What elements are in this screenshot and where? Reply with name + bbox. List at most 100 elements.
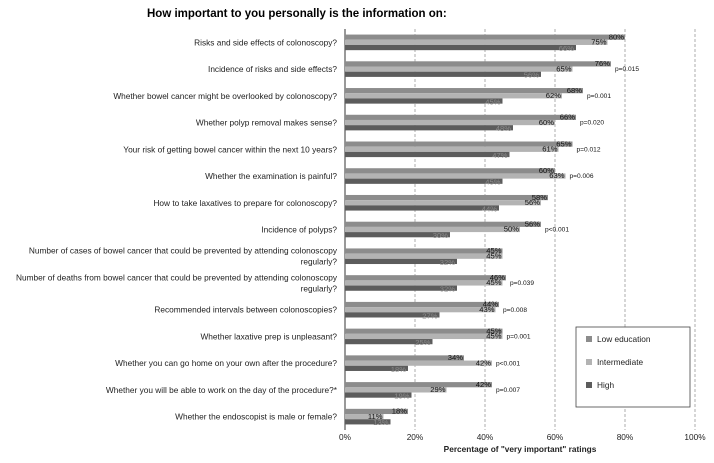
category-label: How to take laxatives to prepare for col… [153,198,337,208]
legend-swatch [586,336,592,342]
bar [345,232,450,238]
data-label: 56% [525,198,540,207]
bar [345,258,457,265]
p-value-label: p=0.008 [503,307,527,314]
data-label: 62% [546,91,561,100]
bar [345,173,566,179]
bar [345,61,611,67]
bar [345,275,506,281]
category-label: Whether you can go home on your own afte… [115,358,337,368]
data-label: 44% [482,204,497,213]
category-label: Whether the endoscopist is male or femal… [175,412,337,422]
data-label: 13% [373,418,388,427]
bar [345,382,492,388]
data-label: 11% [368,412,383,421]
bar [345,387,447,393]
data-label: 18% [392,407,407,416]
x-tick-label: 40% [477,432,494,442]
bars-group: 80%75% 66% 76% 65% 56% p=0.015 68% 62% 45% p=0.00… [345,32,639,427]
data-label: 46% [490,273,505,282]
data-label: 47% [492,151,507,160]
p-value-label: p=0.012 [577,146,601,153]
data-label: 44% [483,300,498,309]
category-label: Whether laxative prep is unpleasant? [200,331,337,341]
bar [345,365,408,371]
bar [345,146,559,152]
bar [345,125,513,131]
data-label: 60% [539,118,554,127]
data-label: 80% [609,32,624,41]
data-label: 43% [479,305,494,314]
data-label: 42% [476,358,491,367]
legend: Low education Intermediate High [575,326,691,408]
bar [345,328,503,334]
data-label: 66% [559,44,574,53]
category-label: regularly? [301,283,338,293]
bar [345,178,503,184]
data-label: 45% [486,326,501,335]
bar [345,114,576,120]
x-tick-labels: 0% 20% 40% 60% 80% 100% [339,432,706,442]
x-tick-label: 100% [684,432,706,442]
data-label: 34% [448,353,463,362]
bar [345,408,408,415]
x-tick-label: 0% [339,432,352,442]
x-tick-label: 80% [617,432,634,442]
category-label: Your risk of getting bowel cancer within… [123,144,337,154]
data-label: 27% [422,311,437,320]
data-label: 45% [486,251,501,260]
bar [345,88,583,94]
data-label: 25% [415,338,430,347]
data-label: 66% [560,113,575,122]
data-label: 56% [524,71,539,80]
category-label: Whether the examination is painful? [205,171,337,181]
data-label: 75% [591,38,606,47]
data-label: 50% [504,225,519,234]
data-label: 29% [430,385,445,394]
data-label: 76% [595,59,610,68]
data-label: 19% [394,392,409,401]
data-label: 45% [486,246,501,255]
bar [345,44,576,51]
bar [345,71,541,77]
bar [345,301,499,308]
bar [345,253,503,259]
data-label: 45% [485,178,500,187]
bar [345,119,555,126]
data-label: 56% [525,220,540,229]
data-label: 63% [549,171,564,180]
bar [345,285,457,291]
data-label: 32% [440,285,455,294]
data-label: 68% [567,86,582,95]
bar [345,355,464,361]
bar [345,339,433,345]
chart-title: How important to you personally is the i… [147,8,447,20]
p-value-label: p=0.001 [507,334,531,341]
data-label: 30% [433,231,448,240]
data-label: 58% [532,193,547,202]
bar [345,419,391,425]
bar [345,93,562,99]
data-label: 45% [486,332,501,341]
data-label: 65% [556,64,571,73]
data-label: 61% [542,145,557,154]
p-value-label: p=0.006 [570,173,594,180]
data-label: 45% [486,278,501,287]
p-value-label: p=0.020 [580,120,604,127]
data-label: 32% [440,258,455,267]
bar [345,98,503,104]
bar [345,221,541,227]
bar [345,226,520,233]
category-label: Number of cases of bowel cancer that cou… [29,246,338,256]
bar [345,312,440,318]
p-value-label: p=0.039 [510,280,534,287]
p-value-label: p<0.001 [496,360,520,367]
legend-swatch [586,359,592,365]
bar [345,34,625,40]
data-label: 42% [476,380,491,389]
legend-swatch [586,382,592,388]
category-label: regularly? [301,257,338,267]
category-label: Number of deaths from bowel cancer that … [16,272,338,282]
category-labels: Risks and side effects of colonoscopy? In… [16,37,338,421]
bar [345,141,573,147]
